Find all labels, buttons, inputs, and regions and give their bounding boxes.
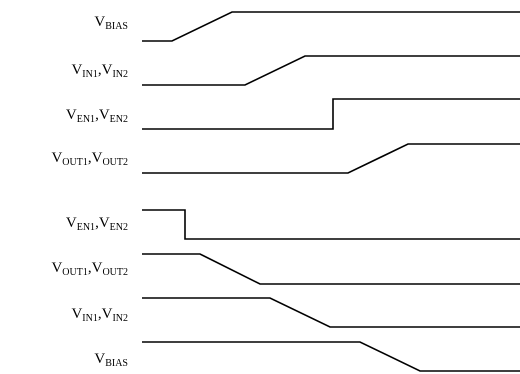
label-subscript: OUT2 [102, 267, 128, 278]
label-vbias-powerdown: VBIAS [94, 352, 128, 369]
label-main: V [94, 14, 106, 30]
label-vout-powerdown: VOUT1,VOUT2 [51, 261, 128, 278]
label-text: ,V [87, 260, 103, 276]
label-text: ,V [97, 306, 113, 322]
label-subscript: IN2 [112, 69, 128, 80]
label-vbias-powerup: VBIAS [94, 15, 128, 32]
label-subscript: EN2 [109, 114, 128, 125]
label-main: V [65, 107, 77, 123]
label-main: V [94, 351, 106, 367]
label-subscript: BIAS [105, 21, 128, 32]
label-subscript: IN2 [112, 313, 128, 324]
label-subscript: EN1 [76, 222, 96, 233]
label-vout-powerup: VOUT1,VOUT2 [51, 151, 128, 168]
label-subscript: IN1 [82, 313, 98, 324]
waveform-vbias-falling [142, 341, 520, 372]
label-subscript: IN1 [82, 69, 98, 80]
waveform-vout-falling [142, 253, 520, 285]
label-text: ,V [95, 107, 110, 123]
label-main: V [71, 62, 83, 78]
label-main: V [71, 306, 83, 322]
waveform-ven-step-up [142, 98, 520, 130]
label-subscript: BIAS [105, 358, 128, 369]
label-main: V [51, 260, 63, 276]
waveform-vin-rising [142, 55, 520, 86]
label-subscript: OUT1 [62, 267, 88, 278]
waveform-vout-rising [142, 143, 520, 174]
label-subscript: OUT2 [102, 157, 128, 168]
label-text: ,V [97, 62, 113, 78]
label-main: V [65, 215, 77, 231]
label-ven-powerup: VEN1,VEN2 [66, 108, 128, 125]
waveform-ven-step-down [142, 209, 520, 240]
label-subscript: EN2 [109, 222, 128, 233]
label-text: ,V [95, 215, 110, 231]
label-main: V [51, 150, 63, 166]
waveform-vin-falling [142, 297, 520, 328]
label-subscript: OUT1 [62, 157, 88, 168]
label-ven-powerdown: VEN1,VEN2 [66, 216, 128, 233]
label-vin-powerup: VIN1,VIN2 [71, 63, 128, 80]
waveform-vbias-rising [142, 11, 520, 42]
label-vin-powerdown: VIN1,VIN2 [71, 307, 128, 324]
label-subscript: EN1 [76, 114, 96, 125]
label-text: ,V [87, 150, 103, 166]
